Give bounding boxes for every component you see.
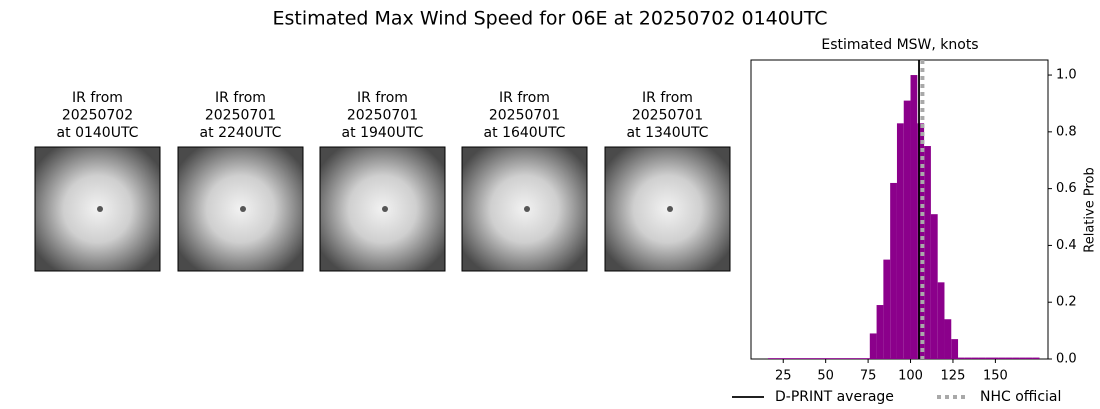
histogram-bar — [937, 282, 945, 359]
histogram-bar — [896, 123, 904, 359]
histogram-bar — [998, 357, 1006, 359]
image-caption: IR from — [72, 90, 123, 106]
histogram-bar — [951, 339, 959, 359]
histogram-bar — [910, 75, 918, 360]
histogram-bar — [985, 357, 992, 359]
image-caption: 20250701 — [489, 108, 560, 124]
histogram-bar — [842, 358, 850, 359]
image-caption: 20250701 — [347, 108, 418, 124]
histogram-bar — [903, 100, 911, 360]
y-axis-label: Relative Prob — [1083, 167, 1098, 252]
histogram-bar — [822, 358, 830, 359]
image-caption: IR from — [499, 90, 550, 106]
storm-eye — [667, 206, 673, 212]
storm-eye — [382, 206, 388, 212]
x-tick-label: 75 — [860, 369, 877, 384]
histogram-bar — [958, 357, 965, 359]
histogram-bar — [1032, 357, 1040, 359]
histogram-bar — [1005, 357, 1013, 359]
x-tick-label: 25 — [775, 369, 792, 384]
histogram-bar — [829, 358, 836, 359]
x-tick-label: 125 — [941, 369, 966, 384]
image-caption: 20250701 — [632, 108, 703, 124]
histogram-bar — [788, 358, 796, 359]
y-tick-label: 0.0 — [1056, 352, 1077, 367]
x-tick-label: 150 — [983, 369, 1008, 384]
x-tick-label: 100 — [898, 369, 923, 384]
histogram-bar — [808, 358, 816, 359]
histogram-bar — [849, 358, 857, 359]
y-tick-label: 0.2 — [1056, 295, 1077, 310]
image-caption: 20250702 — [62, 108, 133, 124]
histogram-bar — [1012, 357, 1020, 359]
histogram-bar — [1025, 357, 1033, 359]
image-caption: at 1640UTC — [484, 125, 566, 141]
histogram-bar — [835, 358, 843, 359]
histogram-bar — [890, 182, 897, 359]
histogram-bar — [767, 358, 775, 359]
histogram-bar — [869, 333, 877, 359]
histogram-bar — [917, 123, 925, 359]
histogram-bar — [774, 358, 782, 359]
image-caption: at 1340UTC — [627, 125, 709, 141]
y-tick-label: 0.4 — [1056, 238, 1077, 253]
histogram-bar — [930, 214, 938, 359]
histogram-bar — [795, 358, 802, 359]
histogram-bar — [964, 357, 972, 359]
histogram-bar — [1019, 357, 1026, 359]
histogram-bar — [978, 357, 986, 359]
storm-eye — [524, 206, 530, 212]
image-caption: at 1940UTC — [342, 125, 424, 141]
histogram-bar — [924, 146, 931, 359]
histogram-bar — [781, 358, 789, 359]
legend-label: D-PRINT average — [775, 389, 894, 405]
page-title: Estimated Max Wind Speed for 06E at 2025… — [272, 8, 827, 30]
histogram-bar — [863, 358, 870, 359]
histogram-bar — [876, 305, 884, 359]
image-caption: IR from — [357, 90, 408, 106]
storm-eye — [240, 206, 246, 212]
histogram-bar — [856, 358, 864, 359]
image-caption: at 2240UTC — [200, 125, 282, 141]
histogram-bar — [815, 358, 823, 359]
image-caption: 20250701 — [205, 108, 276, 124]
x-tick-label: 50 — [817, 369, 834, 384]
histogram-bar — [991, 357, 999, 359]
histogram-bar — [883, 259, 891, 359]
image-caption: IR from — [215, 90, 266, 106]
legend-label: NHC official — [980, 389, 1061, 405]
histogram-bar — [944, 319, 952, 359]
satellite-image — [34, 146, 161, 272]
image-caption: at 0140UTC — [57, 125, 139, 141]
image-caption: IR from — [642, 90, 693, 106]
y-tick-label: 1.0 — [1056, 68, 1077, 83]
histogram-bar — [971, 357, 979, 359]
histogram-bar — [801, 358, 809, 359]
y-tick-label: 0.8 — [1056, 124, 1077, 139]
chart-title: Estimated MSW, knots — [821, 37, 978, 53]
storm-eye — [97, 206, 103, 212]
y-tick-label: 0.6 — [1056, 181, 1077, 196]
